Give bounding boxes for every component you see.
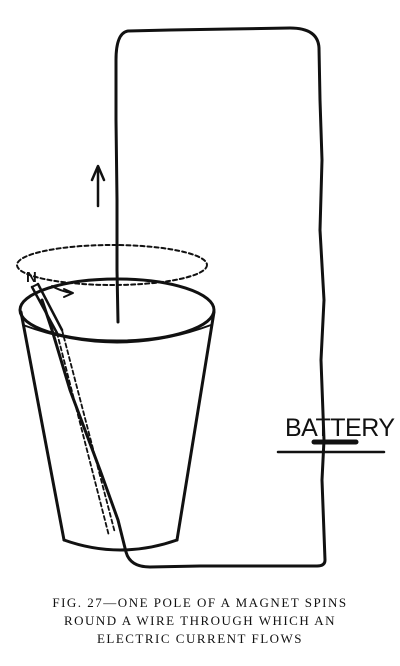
battery-label: BATTERY [285,414,395,442]
glass-vessel [18,277,216,552]
circuit-wire [40,26,327,569]
magnet-wire-diagram: N BATTERY [16,26,396,569]
spin-path-dotted-circle [16,244,208,286]
figure-caption: FIG. 27—ONE POLE OF A MAGNET SPINS ROUND… [0,594,400,648]
battery-symbol [276,439,386,454]
caption-line-2: ROUND A WIRE THROUGH WHICH AN [63,613,337,628]
caption-line-1: FIG. 27—ONE POLE OF A MAGNET SPINS [52,595,348,610]
current-direction-arrow [90,164,106,208]
caption-line-3: ELECTRIC CURRENT FLOWS [96,631,304,646]
north-pole-label: N [26,269,37,286]
bar-magnet [30,282,116,537]
